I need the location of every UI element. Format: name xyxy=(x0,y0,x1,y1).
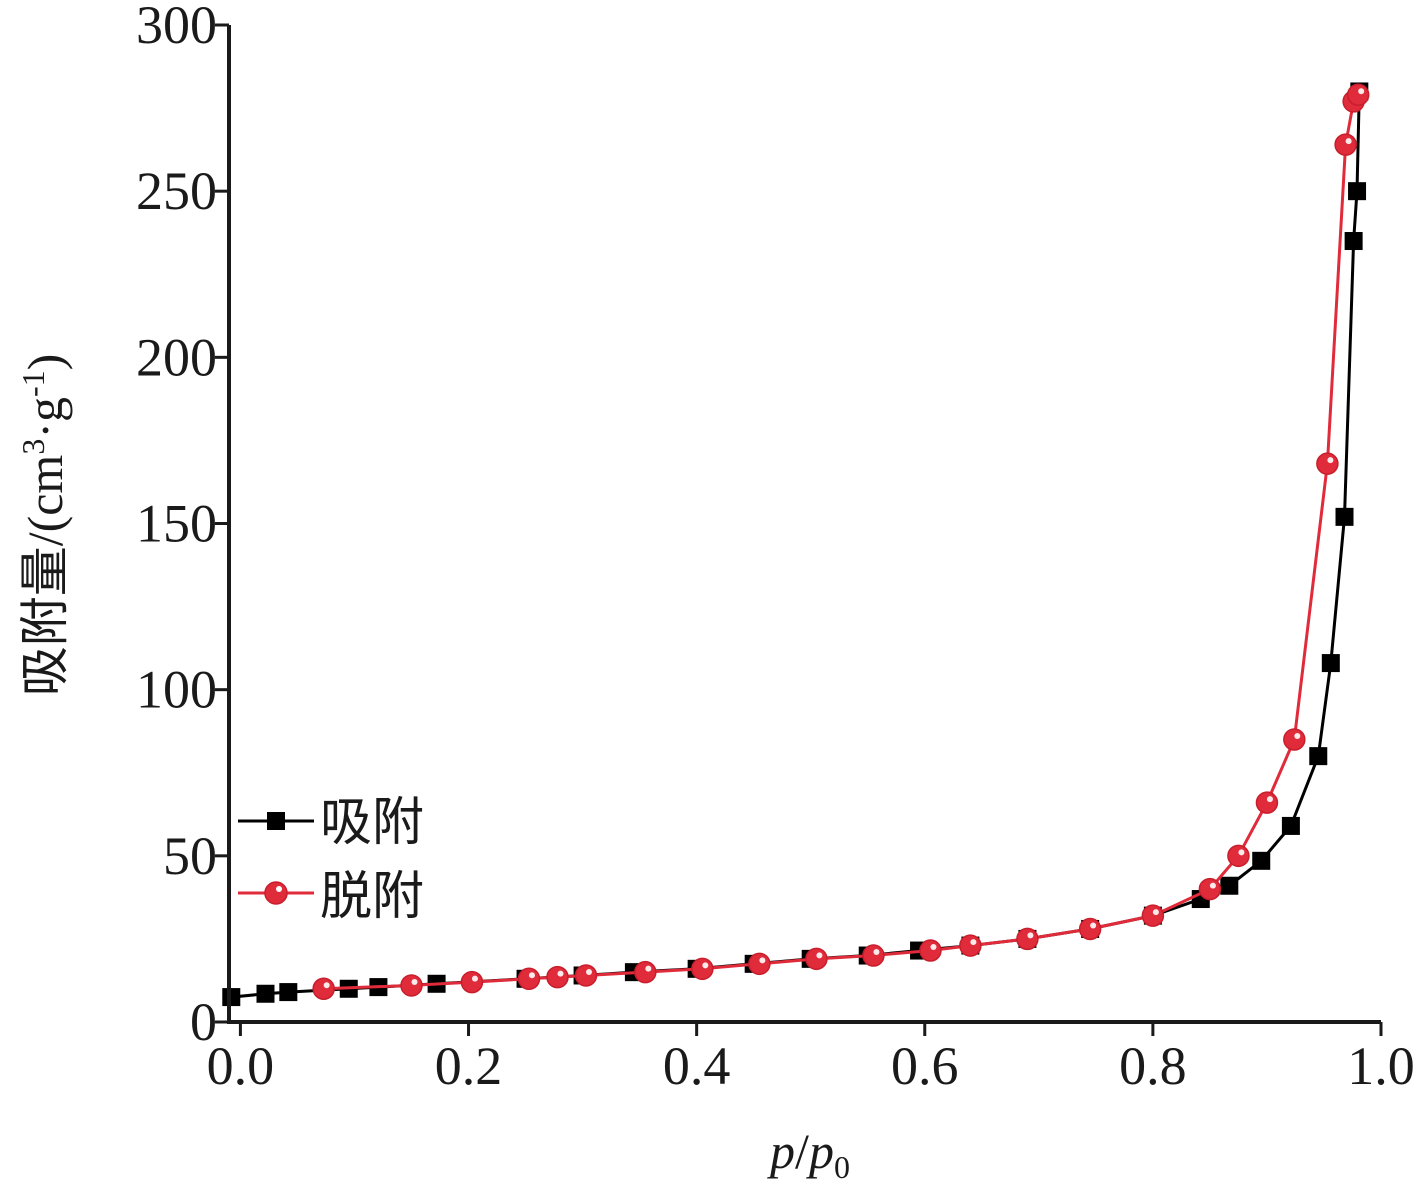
data-point-desorption xyxy=(1198,877,1222,901)
y-tick-label: 100 xyxy=(136,660,217,720)
y-tick-label: 150 xyxy=(136,494,217,554)
legend-marker-adsorption xyxy=(267,812,285,830)
chart-ticks: 0 50 100 150 200 250 300 0.0 0.2 0.4 0.6 0.8 1.0 xyxy=(136,0,1415,1096)
data-point-highlight-desorption xyxy=(1209,882,1216,889)
data-point-desorption xyxy=(634,960,657,984)
data-point-highlight-desorption xyxy=(1238,849,1245,856)
x-axis-label: p/p0 xyxy=(767,1123,850,1181)
data-point-desorption xyxy=(1316,452,1339,475)
legend-marker-desorption-highlight xyxy=(276,886,282,892)
data-point-desorption xyxy=(1078,917,1102,941)
data-point-adsorption xyxy=(1321,654,1340,673)
data-point-highlight-desorption xyxy=(557,970,564,977)
data-point-highlight-desorption xyxy=(873,949,880,956)
series-adsorption xyxy=(222,82,1369,1007)
data-point-desorption xyxy=(460,970,484,994)
data-point-desorption xyxy=(691,957,714,981)
x-tick-label: 0.4 xyxy=(663,1036,731,1096)
data-point-desorption xyxy=(1283,728,1306,751)
series-line-desorption xyxy=(323,93,1360,991)
x-tick-label: 1.0 xyxy=(1347,1036,1415,1096)
data-point-highlight-desorption xyxy=(1358,88,1365,95)
data-point-adsorption xyxy=(1281,816,1300,835)
data-point-adsorption xyxy=(1309,747,1328,766)
data-point-desorption xyxy=(919,939,942,962)
data-point-highlight-desorption xyxy=(528,972,535,979)
data-point-desorption xyxy=(805,947,828,971)
legend: 吸附 脱附 xyxy=(238,795,424,926)
data-point-adsorption xyxy=(1252,851,1271,870)
data-point-highlight-desorption xyxy=(586,968,593,975)
data-point-highlight-desorption xyxy=(930,944,937,951)
chart-marks xyxy=(222,82,1370,1007)
data-point-highlight-desorption xyxy=(1327,457,1334,464)
x-tick-label: 0.2 xyxy=(435,1036,503,1096)
data-point-adsorption xyxy=(1344,232,1363,251)
y-tick-label: 250 xyxy=(136,161,217,221)
x-tick-label: 0.6 xyxy=(891,1036,959,1096)
data-point-adsorption xyxy=(1220,876,1239,895)
data-point-adsorption xyxy=(256,984,275,1003)
x-tick-label: 0.0 xyxy=(207,1036,275,1096)
data-point-adsorption xyxy=(1348,182,1367,201)
data-point-desorption xyxy=(1016,927,1039,951)
y-tick-label: 200 xyxy=(136,327,217,387)
data-point-highlight-desorption xyxy=(702,962,709,969)
x-tick-label: 0.8 xyxy=(1119,1036,1187,1096)
data-point-highlight-desorption xyxy=(1090,922,1097,929)
series-desorption xyxy=(312,83,1370,1001)
data-point-highlight-desorption xyxy=(1027,932,1034,939)
legend-item-adsorption: 吸附 xyxy=(238,795,424,852)
data-point-highlight-desorption xyxy=(645,965,652,972)
data-point-desorption xyxy=(400,974,423,997)
data-point-adsorption xyxy=(1335,507,1354,526)
data-point-desorption xyxy=(546,965,569,989)
data-point-highlight-desorption xyxy=(759,957,766,964)
data-point-desorption xyxy=(862,944,885,967)
data-point-highlight-desorption xyxy=(323,982,330,989)
data-point-highlight-desorption xyxy=(471,975,478,982)
y-tick-label: 50 xyxy=(163,826,217,886)
y-tick-label: 300 xyxy=(136,0,217,55)
legend-label-desorption: 脱附 xyxy=(320,869,424,926)
legend-item-desorption: 脱附 xyxy=(238,869,424,926)
legend-marker-desorption xyxy=(264,881,288,905)
data-point-adsorption xyxy=(222,988,241,1007)
data-point-highlight-desorption xyxy=(816,952,823,959)
data-point-desorption xyxy=(1227,844,1250,868)
data-point-desorption xyxy=(517,967,541,991)
data-point-highlight-desorption xyxy=(411,978,418,985)
data-point-desorption xyxy=(1255,791,1279,814)
series-line-adsorption xyxy=(231,91,1361,999)
legend-label-adsorption: 吸附 xyxy=(320,795,424,852)
data-point-highlight-desorption xyxy=(1294,733,1301,740)
data-point-adsorption xyxy=(279,983,298,1002)
data-point-desorption xyxy=(748,952,771,976)
data-point-desorption xyxy=(312,977,335,1001)
y-tick-label: 0 xyxy=(190,992,217,1052)
data-point-desorption xyxy=(1334,133,1357,156)
data-point-desorption xyxy=(1141,904,1165,927)
data-point-highlight-desorption xyxy=(970,939,977,946)
y-axis-label: 吸附量/(cm3·g-1) xyxy=(15,354,73,697)
data-point-highlight-desorption xyxy=(1152,909,1159,916)
data-point-desorption xyxy=(959,934,982,957)
data-point-desorption xyxy=(574,964,598,987)
data-point-desorption xyxy=(1346,83,1370,107)
data-point-highlight-desorption xyxy=(1345,138,1352,145)
data-point-highlight-desorption xyxy=(1266,796,1273,803)
